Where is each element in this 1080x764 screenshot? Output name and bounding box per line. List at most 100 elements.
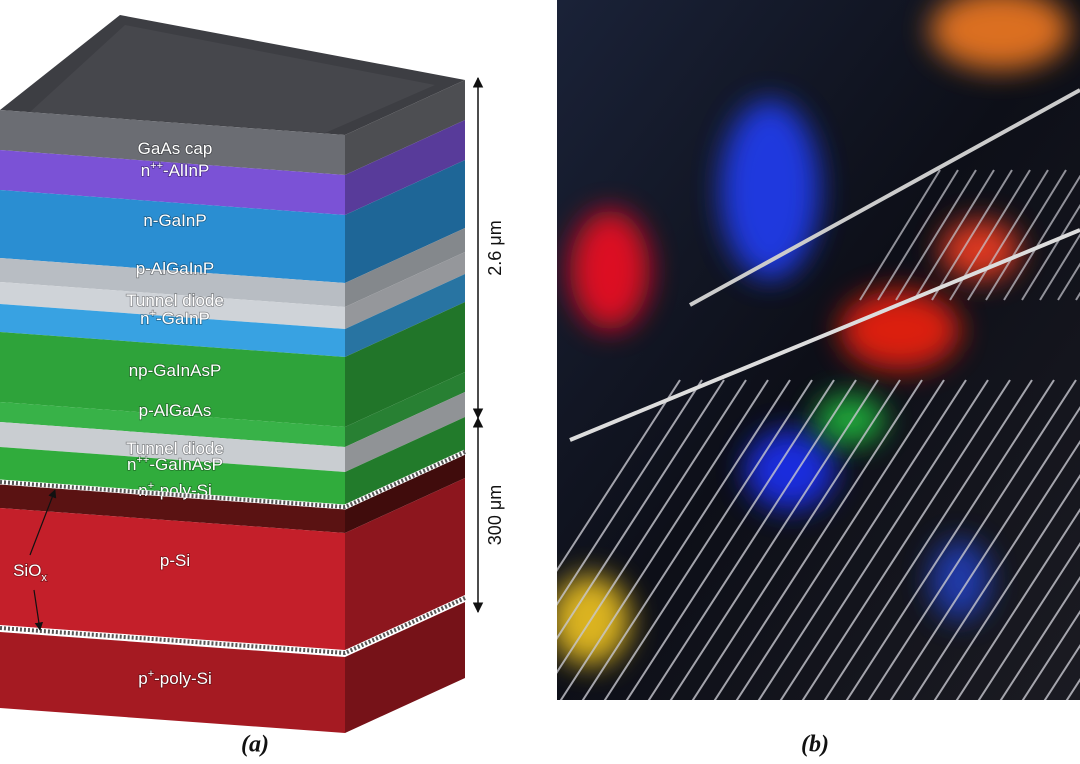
light-spot [720, 100, 820, 280]
light-spot [570, 210, 650, 330]
layer-label: GaAs cap [138, 139, 213, 158]
grid-finger [735, 379, 945, 700]
layer-side [345, 478, 465, 650]
busbar [689, 88, 1080, 307]
layer-label: Tunnel diode [126, 439, 224, 458]
layer-label-text: Tunnel diode [126, 291, 224, 310]
grid-finger [985, 169, 1067, 301]
grid-finger [581, 379, 791, 700]
busbar [569, 228, 1080, 442]
light-spot [815, 395, 885, 445]
oxide-label-sub: x [41, 572, 47, 584]
photo [557, 0, 1080, 700]
layer-front [0, 402, 345, 447]
layer-side [345, 417, 465, 505]
layer-label-text: n-GaInP [143, 211, 206, 230]
layer-label-sup: + [148, 668, 154, 680]
layer-side [345, 120, 465, 215]
layer-front [0, 304, 345, 357]
layer-front [0, 332, 345, 427]
layer-label-text: p-AlGaInP [136, 259, 214, 278]
grid-finger [1039, 233, 1080, 301]
layer-side [345, 80, 465, 175]
light-spot [930, 540, 990, 620]
layer-label: n++-AlInP [141, 160, 210, 181]
grid-finger [823, 379, 1033, 700]
layer-front [0, 508, 345, 650]
grid-finger [889, 405, 1080, 700]
layer-label-text: Tunnel diode [126, 439, 224, 458]
grid-finger [867, 379, 1077, 700]
grid-finger [1057, 262, 1080, 301]
grid-finger [801, 379, 1011, 700]
grid-finger [913, 169, 995, 301]
layer-front [0, 190, 345, 283]
grid-finger [557, 379, 725, 640]
dimension-label: 300 μm [485, 485, 505, 545]
layer-side [345, 274, 465, 357]
layer-label-text: p-AlGaAs [139, 401, 212, 420]
grid-finger [691, 379, 901, 700]
grid-finger [625, 379, 835, 700]
grid-finger [895, 169, 977, 301]
grid-finger [647, 379, 857, 700]
layer-side [345, 372, 465, 447]
grid-finger [877, 169, 959, 301]
layer-label-text: GaAs cap [138, 139, 213, 158]
layer-side [345, 252, 465, 329]
layer-label: p-Si [160, 551, 190, 570]
layer-label-text: n [140, 309, 149, 328]
grid-finger [955, 507, 1080, 700]
layer-label-rest: -GaInP [156, 309, 210, 328]
grid-finger [931, 169, 1013, 301]
grid-finger [557, 379, 681, 572]
layer-front [0, 282, 345, 329]
layer-label: n++-GaInAsP [127, 454, 223, 475]
layer-front [0, 480, 345, 533]
grid-finger [845, 379, 1055, 700]
grid-finger [967, 169, 1049, 301]
top-face-inner [30, 25, 435, 133]
oxide-label-base: SiO [13, 561, 41, 580]
layer-label-sup: ++ [136, 454, 149, 466]
grid-finger [557, 379, 703, 606]
layer-label-text: p [138, 669, 147, 688]
layer-side [345, 302, 465, 427]
layer-label: Tunnel diode [126, 291, 224, 310]
grid-finger [859, 169, 941, 301]
grid-finger [557, 379, 747, 674]
layer-label: p-AlGaInP [136, 259, 214, 278]
layer-side [345, 450, 465, 533]
grid-finger [603, 379, 813, 700]
grid-finger [1003, 174, 1080, 301]
layer-front [0, 258, 345, 307]
layer-label: np-GaInAsP [129, 361, 222, 380]
layer-label: n-GaInP [143, 211, 206, 230]
oxide-arrow [29, 489, 57, 556]
light-spot [930, 0, 1070, 70]
caption-a: (a) [241, 732, 269, 758]
grid-finger [1021, 203, 1080, 301]
layer-front [0, 110, 345, 175]
photo-background [557, 0, 1080, 700]
layer-side [345, 392, 465, 472]
layer-label-sup: + [148, 480, 154, 492]
layer-front [0, 422, 345, 472]
grid-finger [1043, 643, 1080, 700]
layer-stack: GaAs capn++-AlInPn-GaInPp-AlGaInPTunnel … [0, 15, 505, 733]
layer-label: n+-GaInP [140, 308, 210, 329]
oxide-hatch [0, 596, 466, 656]
layer-label-sup: + [150, 308, 156, 320]
layer-side [345, 228, 465, 307]
layer-side [345, 160, 465, 283]
layer-label-text: n [141, 161, 150, 180]
grid-finger [1021, 609, 1080, 700]
grid-finger [933, 473, 1080, 700]
grid-finger [559, 379, 769, 700]
grid-finger [779, 379, 989, 700]
layer-label-rest: -GaInAsP [149, 455, 223, 474]
layer-side [345, 602, 465, 733]
grid-finger [977, 541, 1080, 700]
grid-finger [911, 439, 1080, 700]
